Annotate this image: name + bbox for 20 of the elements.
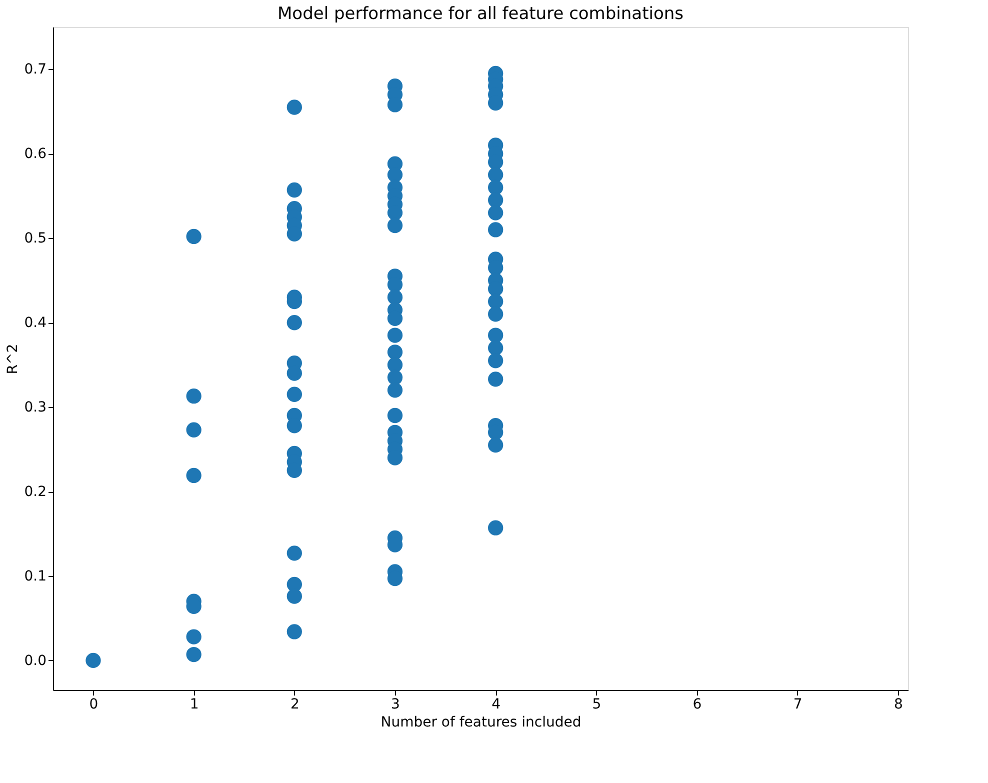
x-tick-label: 7 (793, 696, 802, 712)
x-axis-title: Number of features included (380, 714, 582, 730)
x-tick-label: 3 (391, 696, 400, 712)
chart-title: Model performance for all feature combinations (278, 4, 684, 24)
x-tick-label: 8 (894, 696, 903, 712)
x-tick-label: 6 (692, 696, 702, 712)
y-tick-label: 0.5 (24, 230, 46, 247)
x-tick-label: 4 (492, 696, 501, 712)
y-tick-label: 0.6 (24, 146, 47, 162)
y-tick-label: 0.7 (24, 62, 46, 78)
y-tick-label: 0.3 (24, 400, 46, 416)
x-tick-label: 2 (290, 696, 300, 712)
y-tick-label: 0.1 (24, 568, 46, 584)
y-tick-label: 0.4 (24, 315, 47, 332)
y-axis-title: R^2 (5, 344, 22, 374)
y-tick-label: 0.0 (24, 652, 46, 669)
x-tick-label: 5 (592, 696, 602, 712)
x-tick-label: 1 (190, 696, 199, 712)
x-tick-label: 0 (89, 696, 98, 712)
y-tick-label: 0.2 (24, 484, 46, 500)
